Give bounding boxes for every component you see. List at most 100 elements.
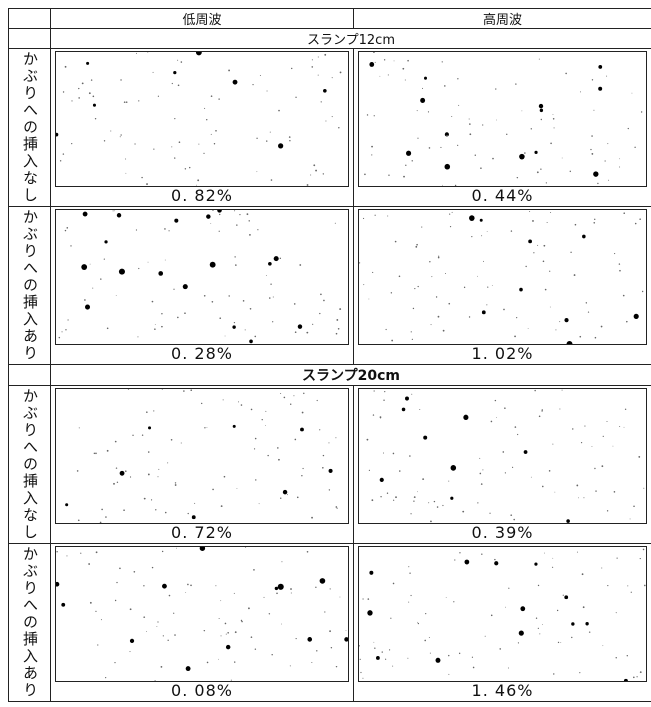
pore-dot <box>563 595 564 596</box>
pore-dot <box>269 297 271 299</box>
pore-dot <box>451 465 457 471</box>
pore-dot <box>59 337 60 338</box>
pore-dot <box>136 229 137 230</box>
pore-dot <box>458 105 459 106</box>
pore-dot <box>384 391 385 392</box>
pore-dot <box>552 444 553 445</box>
pore-dot <box>506 134 507 135</box>
pore-dot <box>598 65 602 69</box>
pore-dot <box>593 222 595 224</box>
pore-dot <box>319 429 320 430</box>
pore-dot <box>469 215 475 221</box>
pore-dot <box>472 657 473 658</box>
pore-dot <box>513 519 515 521</box>
pore-dot <box>626 321 628 323</box>
pore-dot <box>391 340 393 342</box>
pore-dot <box>531 477 532 478</box>
pore-dot <box>515 426 517 428</box>
pore-dot <box>538 628 539 629</box>
pore-dot <box>206 119 207 120</box>
pore-dot <box>143 616 145 618</box>
pore-dot <box>518 642 519 643</box>
pore-dot <box>119 568 121 570</box>
pore-dot <box>117 213 121 217</box>
pore-dot <box>123 509 125 511</box>
pore-dot <box>550 143 552 145</box>
pore-dot <box>81 264 87 270</box>
pore-dot <box>206 214 210 218</box>
pore-dot <box>422 478 424 480</box>
pore-dot <box>371 154 372 155</box>
pore-dot <box>219 618 220 619</box>
pore-dot <box>485 636 486 637</box>
pore-dot <box>243 300 245 302</box>
image-cell: 0. 28% <box>51 207 354 365</box>
image-content <box>56 210 348 344</box>
pore-dot <box>105 677 106 678</box>
pore-dot <box>310 175 311 176</box>
pore-dot <box>171 146 172 147</box>
pore-dot <box>543 260 545 262</box>
pore-dot <box>259 503 260 504</box>
pore-dot <box>533 252 534 253</box>
pore-dot <box>186 666 191 671</box>
data-row: かぶりへの挿入なし0. 72%0. 39% <box>9 386 651 544</box>
row-label-cell: かぶりへの挿入あり <box>9 207 51 365</box>
pore-dot <box>391 292 392 293</box>
pore-dot <box>503 309 505 311</box>
pore-dot <box>278 143 283 148</box>
pore-dot <box>625 409 626 410</box>
pore-dot <box>141 177 142 178</box>
pore-dot <box>616 657 617 658</box>
pore-dot <box>90 264 91 265</box>
pore-dot <box>204 427 205 428</box>
pore-dot <box>266 275 267 276</box>
pore-dot <box>534 151 537 154</box>
pore-dot <box>623 295 625 297</box>
pore-dot <box>607 510 608 511</box>
pore-dot <box>582 573 584 575</box>
pore-dot <box>77 470 79 472</box>
pore-dot <box>249 340 253 344</box>
pore-dot <box>95 611 96 612</box>
pore-dot <box>633 677 635 679</box>
pore-dot <box>445 164 451 170</box>
pore-dot <box>539 59 540 60</box>
pore-dot <box>271 179 273 181</box>
surface-image <box>358 388 647 524</box>
pore-dot <box>463 415 468 420</box>
pore-dot <box>198 144 199 145</box>
pore-dot <box>234 256 235 257</box>
pore-dot <box>323 173 324 174</box>
pore-dot <box>407 658 408 659</box>
pore-dot <box>167 462 168 463</box>
pore-dot <box>306 332 308 334</box>
pore-dot <box>588 312 589 313</box>
pore-dot <box>335 223 336 224</box>
pore-dot <box>559 408 560 409</box>
pore-dot <box>225 623 227 625</box>
pore-dot <box>508 588 509 589</box>
pore-dot <box>424 640 426 642</box>
pore-dot <box>302 468 303 469</box>
row-label: かぶりへの挿入あり <box>22 546 37 699</box>
pore-dot <box>78 88 79 89</box>
pore-dot <box>429 261 430 262</box>
pore-dot <box>268 262 272 266</box>
pore-dot <box>233 80 238 85</box>
pore-dot <box>522 110 523 111</box>
image-cell: 0. 72% <box>51 386 354 544</box>
pore-dot <box>154 328 156 330</box>
pore-dot <box>329 630 331 632</box>
pore-dot <box>138 268 139 269</box>
pore-dot <box>331 647 332 648</box>
pore-dot <box>339 308 341 310</box>
pore-dot <box>177 60 178 61</box>
pore-dot <box>323 455 324 456</box>
pore-dot <box>174 219 178 223</box>
pore-dot <box>336 666 337 667</box>
pore-dot <box>169 595 171 597</box>
pore-dot <box>274 256 279 261</box>
pore-dot <box>113 483 115 485</box>
pore-dot <box>591 135 593 137</box>
